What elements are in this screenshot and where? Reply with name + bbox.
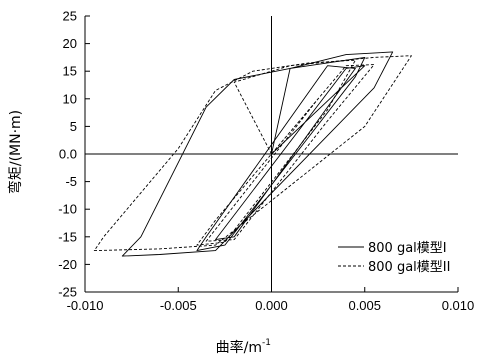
x-tick-label: -0.010 (67, 298, 104, 313)
series-line-2 (93, 55, 412, 252)
y-tick-label: -10 (58, 202, 77, 217)
y-tick-label: -5 (65, 174, 77, 189)
series-line-1 (121, 51, 394, 257)
y-tick-label: -15 (58, 229, 77, 244)
x-tick-label: 0.010 (442, 298, 475, 313)
y-tick-label: -25 (58, 285, 77, 300)
y-tick-label: 20 (63, 36, 77, 51)
y-tick-label: 5 (70, 119, 77, 134)
y-tick-label: -20 (58, 257, 77, 272)
y-tick-label: 0.0 (59, 147, 77, 162)
x-tick-label: 0.005 (348, 298, 381, 313)
y-tick-label: 25 (63, 9, 77, 24)
y-tick-label: 10 (63, 91, 77, 106)
x-tick-label: 0.000 (255, 298, 288, 313)
axis-ticks: 25 20 15 10 5 0.0 -5 -10 -15 -20 -25-0.010 -0.005 0.… (58, 9, 474, 314)
x-axis-label: 曲率/m (216, 339, 262, 356)
x-tick-label: -0.005 (160, 298, 197, 313)
series-group (93, 51, 412, 257)
legend-label-2: 800 gal模型II (368, 260, 450, 275)
y-axis-label: 弯矩/(MN·m) (7, 110, 24, 194)
legend-label-1: 800 gal模型I (368, 241, 447, 256)
x-axis-label-superscript: -1 (262, 338, 271, 348)
legend: 800 gal模型I 800 gal模型II (338, 241, 450, 275)
y-tick-label: 15 (63, 64, 77, 79)
